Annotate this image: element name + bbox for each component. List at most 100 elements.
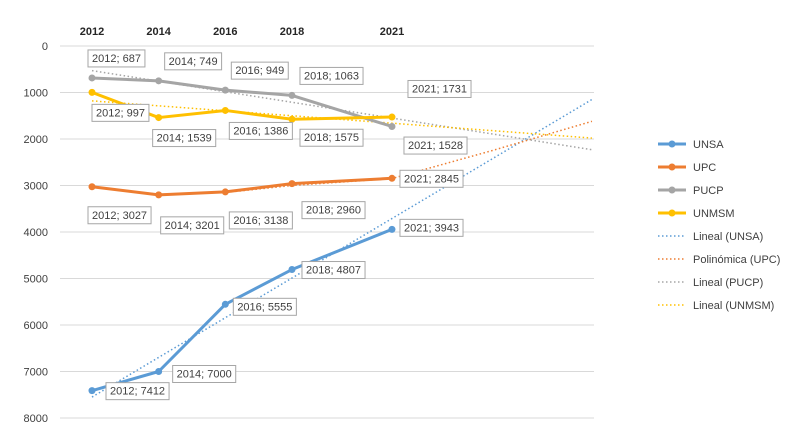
- x-tick-label: 2012: [80, 26, 104, 38]
- x-tick-label: 2018: [280, 26, 304, 38]
- legend-label: Lineal (PUCP): [693, 277, 763, 289]
- x-tick-label: 2014: [146, 26, 171, 38]
- x-tick-label: 2016: [213, 26, 237, 38]
- data-label-upc: 2018; 2960: [301, 201, 366, 220]
- legend-item: Polinómica (UPC): [658, 254, 780, 266]
- data-label-unmsm: 2014; 1539: [152, 129, 217, 148]
- legend-item: UNMSM: [658, 208, 735, 220]
- svg-text:2016; 5555: 2016; 5555: [237, 301, 292, 313]
- svg-text:2014; 1539: 2014; 1539: [157, 133, 212, 145]
- data-point-pucp: [388, 122, 396, 130]
- legend: UNSA UPC PUCP UNMSM Lineal (UNSA) Polinómica …: [658, 139, 780, 312]
- data-point-unmsm: [221, 106, 229, 114]
- data-point-unsa: [221, 300, 229, 308]
- data-point-upc: [88, 183, 96, 191]
- legend-item: Lineal (PUCP): [658, 277, 763, 289]
- y-tick-label: 8000: [24, 413, 48, 425]
- gridlines: [60, 45, 594, 419]
- y-tick-label: 4000: [24, 227, 48, 239]
- legend-item: PUCP: [658, 185, 724, 197]
- data-label-unsa: 2012; 7412: [105, 382, 170, 401]
- svg-text:2018; 2960: 2018; 2960: [306, 205, 361, 217]
- svg-text:2021; 2845: 2021; 2845: [404, 173, 459, 185]
- data-point-upc: [388, 174, 396, 182]
- svg-text:2016; 949: 2016; 949: [235, 65, 284, 77]
- svg-text:2018; 4807: 2018; 4807: [306, 265, 361, 277]
- x-tick-label: 2021: [380, 26, 404, 38]
- legend-label: Polinómica (UPC): [693, 254, 780, 266]
- data-point-pucp: [155, 77, 163, 85]
- svg-text:2012; 997: 2012; 997: [96, 107, 145, 119]
- data-label-pucp: 2016; 949: [230, 61, 289, 80]
- data-label-pucp: 2021; 1731: [407, 79, 472, 98]
- series-line-upc: [91, 176, 393, 197]
- data-point-unsa: [288, 266, 296, 274]
- data-point-unsa: [155, 368, 163, 375]
- y-tick-label: 3000: [24, 181, 48, 193]
- data-label-upc: 2021; 2845: [399, 169, 464, 188]
- data-point-unmsm: [388, 113, 396, 121]
- data-label-unsa: 2016; 5555: [232, 297, 297, 316]
- legend-label: UNMSM: [693, 208, 735, 220]
- svg-text:2014; 3201: 2014; 3201: [165, 220, 220, 232]
- y-tick-label: 1000: [24, 88, 48, 100]
- data-label-unmsm: 2021; 1528: [403, 136, 468, 155]
- legend-item: UNSA: [658, 139, 724, 151]
- data-label-unsa: 2014; 7000: [172, 365, 237, 383]
- data-label-upc: 2012; 3027: [87, 206, 152, 225]
- data-point-unsa: [88, 387, 96, 395]
- data-point-unmsm: [288, 115, 296, 123]
- y-tick-label: 6000: [24, 320, 48, 332]
- legend-label: Lineal (UNSA): [693, 231, 763, 243]
- trendline-lineal-unsa: [91, 98, 593, 398]
- data-point-unsa: [388, 225, 396, 233]
- legend-label: UPC: [693, 162, 716, 174]
- data-label-unmsm: 2016; 1386: [228, 121, 293, 140]
- y-tick-label: 2000: [24, 134, 48, 146]
- svg-text:2016; 3138: 2016; 3138: [233, 215, 288, 227]
- data-point-pucp: [288, 91, 296, 99]
- data-label-unsa: 2021; 3943: [399, 218, 464, 237]
- svg-text:2021; 3943: 2021; 3943: [404, 222, 459, 234]
- data-point-upc: [221, 188, 229, 196]
- data-point-unmsm: [88, 88, 96, 96]
- data-label-upc: 2014; 3201: [160, 216, 225, 235]
- legend-item: UPC: [658, 162, 716, 174]
- data-point-upc: [288, 180, 296, 188]
- data-labels: 2012; 7412 2014; 7000 2016; 5555 2018; 4807…: [87, 49, 472, 401]
- legend-label: PUCP: [693, 185, 724, 197]
- legend-marker: [668, 163, 676, 171]
- legend-marker: [668, 140, 676, 148]
- y-tick-label: 5000: [24, 274, 48, 286]
- data-point-pucp: [88, 74, 96, 82]
- svg-text:2021; 1731: 2021; 1731: [412, 83, 467, 95]
- svg-text:2014; 7000: 2014; 7000: [177, 369, 232, 381]
- legend-label: UNSA: [693, 139, 724, 151]
- data-label-unmsm: 2012; 997: [91, 103, 150, 122]
- svg-text:2012; 687: 2012; 687: [92, 53, 141, 65]
- data-label-pucp: 2014; 749: [164, 52, 223, 71]
- data-point-unmsm: [155, 114, 163, 122]
- data-label-unmsm: 2018; 1575: [299, 128, 364, 147]
- svg-text:2014; 749: 2014; 749: [169, 56, 218, 68]
- y-axis-ticks: 0 1000 2000 3000 4000 5000 6000 7000 8000: [24, 41, 48, 425]
- svg-text:2021; 1528: 2021; 1528: [408, 140, 463, 152]
- legend-marker: [668, 186, 676, 194]
- y-tick-label: 0: [42, 41, 48, 53]
- data-point-upc: [155, 191, 163, 199]
- data-label-unsa: 2018; 4807: [301, 261, 366, 280]
- svg-text:2012; 7412: 2012; 7412: [110, 386, 165, 398]
- legend-item: Lineal (UNSA): [658, 231, 763, 243]
- legend-marker: [668, 209, 676, 217]
- data-label-upc: 2016; 3138: [228, 211, 293, 230]
- x-axis-ticks: 2012 2014 2016 2018 2021: [80, 26, 404, 38]
- svg-text:2012; 3027: 2012; 3027: [92, 210, 147, 222]
- svg-text:2018; 1063: 2018; 1063: [304, 70, 359, 82]
- svg-text:2018; 1575: 2018; 1575: [304, 132, 359, 144]
- data-label-pucp: 2018; 1063: [299, 66, 364, 85]
- legend-item: Lineal (UNMSM): [658, 300, 774, 312]
- y-tick-label: 7000: [24, 367, 48, 379]
- svg-text:2016; 1386: 2016; 1386: [233, 125, 288, 137]
- data-label-pucp: 2012; 687: [87, 49, 146, 68]
